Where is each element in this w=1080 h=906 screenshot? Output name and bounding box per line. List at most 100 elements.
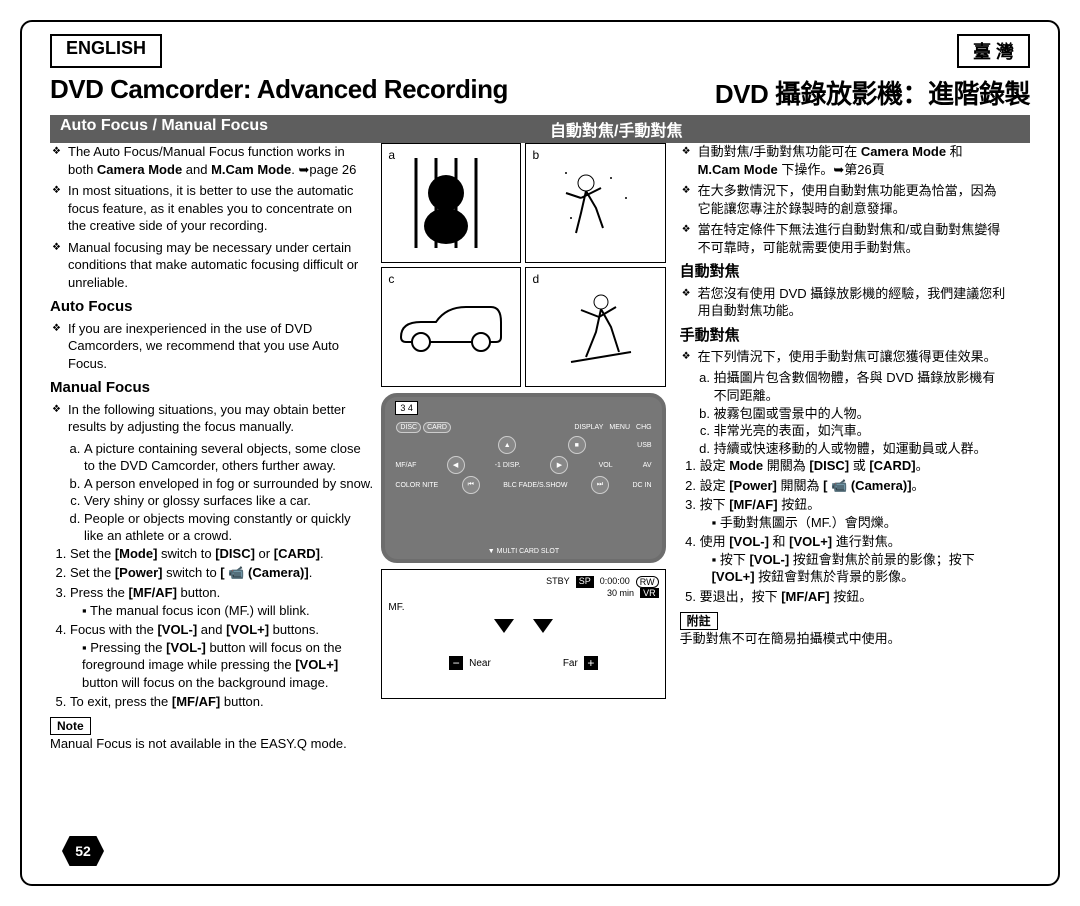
autofocus-bullet: 若您沒有使用 DVD 攝錄放影機的經驗，我們建議您利用自動對焦功能。 bbox=[698, 285, 1007, 320]
step: Set the [Power] switch to [ 📹 (Camera)]. bbox=[70, 564, 373, 582]
mf-scenario: People or objects moving constantly or q… bbox=[84, 510, 373, 545]
mf-scenario: A picture containing several objects, so… bbox=[84, 440, 373, 475]
intro-bullet: The Auto Focus/Manual Focus function wor… bbox=[68, 143, 373, 178]
display-label: DISPLAY bbox=[574, 424, 603, 431]
usb-label: USB bbox=[637, 442, 651, 449]
illustration-d: d bbox=[525, 267, 665, 387]
card-btn-icon: CARD bbox=[423, 422, 451, 433]
nav-btn-icon: ■ bbox=[568, 436, 586, 454]
intro-bullet: 自動對焦/手動對焦功能可在 Camera Mode 和 M.Cam Mode 下… bbox=[698, 143, 1007, 178]
section-bar: Auto Focus / Manual Focus 自動對焦/手動對焦 bbox=[50, 115, 1030, 143]
intro-bullet: In most situations, it is better to use … bbox=[68, 182, 373, 235]
nav-btn-icon: ▲ bbox=[498, 436, 516, 454]
manualfocus-list: In the following situations, you may obt… bbox=[50, 401, 373, 436]
mf-scenario: A person enveloped in fog or surrounded … bbox=[84, 475, 373, 493]
manual-page: ENGLISH 臺 灣 DVD Camcorder: Advanced Reco… bbox=[20, 20, 1060, 886]
near-label: Near bbox=[469, 658, 491, 669]
note-text-zh: 手動對焦不可在簡易拍攝模式中使用。 bbox=[680, 630, 1007, 648]
step-sub: Pressing the [VOL-] button will focus on… bbox=[82, 639, 373, 692]
far-label: Far bbox=[563, 658, 578, 669]
language-bar: ENGLISH 臺 灣 bbox=[50, 34, 1030, 68]
mf-indicator: MF. bbox=[388, 602, 658, 613]
plus-icon: + bbox=[584, 656, 598, 670]
manualfocus-heading-zh: 手動對焦 bbox=[680, 326, 1007, 346]
step-sub: The manual focus icon (MF.) will blink. bbox=[82, 602, 373, 620]
lang-chinese: 臺 灣 bbox=[957, 34, 1030, 68]
intro-bullet: 當在特定條件下無法進行自動對焦和/或自動對焦變得不可靠時，可能就需要使用手動對焦… bbox=[698, 221, 1007, 256]
mf-scenario: 拍攝圖片包含數個物體，各與 DVD 攝錄放影機有不同距離。 bbox=[714, 369, 1007, 404]
intro-bullet: Manual focusing may be necessary under c… bbox=[68, 239, 373, 292]
min-indicator: 30 min bbox=[607, 588, 634, 598]
step: 使用 [VOL-] 和 [VOL+] 進行對焦。 按下 [VOL-] 按鈕會對焦… bbox=[700, 533, 1007, 586]
chinese-steps: 設定 Mode 開關為 [DISC] 或 [CARD]。 設定 [Power] … bbox=[680, 457, 1007, 605]
vol-label: VOL bbox=[599, 462, 613, 469]
panel-number-box: 3 4 bbox=[395, 401, 418, 415]
english-column: The Auto Focus/Manual Focus function wor… bbox=[50, 143, 373, 856]
manualfocus-bullet: 在下列情況下，使用手動對焦可讓您獲得更佳效果。 bbox=[698, 348, 1007, 366]
nav-btn-icon: ⏭ bbox=[591, 476, 609, 494]
manualfocus-abcd-zh: 拍攝圖片包含數個物體，各與 DVD 攝錄放影機有不同距離。 被霧包圍或雪景中的人… bbox=[680, 369, 1007, 457]
arrow-icon bbox=[533, 619, 553, 633]
illustration-column: a b c d 3 4 DISC bbox=[381, 143, 665, 856]
illustration-b: b bbox=[525, 143, 665, 263]
time-indicator: 0:00:00 bbox=[600, 576, 630, 588]
title-english: DVD Camcorder: Advanced Recording bbox=[50, 74, 508, 111]
note-label: Note bbox=[50, 717, 91, 735]
section-heading-english: Auto Focus / Manual Focus bbox=[50, 115, 540, 143]
lcd-display: STBY SP 0:00:00 RW 30 min VR MF. − Near bbox=[381, 569, 665, 699]
step: 按下 [MF/AF] 按鈕。 手動對焦圖示（MF.）會閃爍。 bbox=[700, 496, 1007, 531]
step: 設定 [Power] 開關為 [ 📹 (Camera)]。 bbox=[700, 477, 1007, 495]
colornite-label: COLOR NITE bbox=[395, 482, 438, 489]
camcorder-panel: 3 4 DISC CARD DISPLAY MENU CHG ▲ ■ USB M… bbox=[381, 393, 665, 563]
title-chinese: DVD 攝錄放影機：進階錄製 bbox=[715, 74, 1030, 111]
step: 要退出，按下 [MF/AF] 按鈕。 bbox=[700, 588, 1007, 606]
arrow-icon bbox=[494, 619, 514, 633]
minus-icon: − bbox=[449, 656, 463, 670]
autofocus-bullet: If you are inexperienced in the use of D… bbox=[68, 320, 373, 373]
chg-label: CHG bbox=[636, 424, 652, 431]
step: Set the [Mode] switch to [DISC] or [CARD… bbox=[70, 545, 373, 563]
manualfocus-list-zh: 在下列情況下，使用手動對焦可讓您獲得更佳效果。 bbox=[680, 348, 1007, 366]
disc-btn-icon: DISC bbox=[396, 422, 421, 433]
mf-scenario: 被霧包圍或雪景中的人物。 bbox=[714, 405, 1007, 423]
rw-indicator: RW bbox=[636, 576, 659, 588]
multicard-label: ▼ MULTI CARD SLOT bbox=[385, 548, 661, 555]
mf-scenario: 持續或快速移動的人或物體，如運動員或人群。 bbox=[714, 440, 1007, 458]
mfaf-label: MF/AF bbox=[395, 462, 416, 469]
illustration-grid: a b c d bbox=[381, 143, 665, 387]
illustration-a: a bbox=[381, 143, 521, 263]
autofocus-list-zh: 若您沒有使用 DVD 攝錄放影機的經驗，我們建議您利用自動對焦功能。 bbox=[680, 285, 1007, 320]
nav-btn-icon: ▶ bbox=[550, 456, 568, 474]
manualfocus-abcd: A picture containing several objects, so… bbox=[50, 440, 373, 545]
step: Press the [MF/AF] button. The manual foc… bbox=[70, 584, 373, 619]
content-columns: The Auto Focus/Manual Focus function wor… bbox=[50, 143, 1030, 856]
nav-btn-icon: ◀ bbox=[447, 456, 465, 474]
autofocus-heading: Auto Focus bbox=[50, 297, 373, 317]
manualfocus-heading: Manual Focus bbox=[50, 378, 373, 398]
autofocus-heading-zh: 自動對焦 bbox=[680, 262, 1007, 282]
av-label: AV bbox=[643, 462, 652, 469]
vr-indicator: VR bbox=[640, 588, 659, 598]
nav-btn-icon: ⏮ bbox=[462, 476, 480, 494]
step-sub: 手動對焦圖示（MF.）會閃爍。 bbox=[712, 514, 1007, 532]
chinese-column: 自動對焦/手動對焦功能可在 Camera Mode 和 M.Cam Mode 下… bbox=[674, 143, 1007, 856]
section-heading-chinese: 自動對焦/手動對焦 bbox=[540, 115, 1030, 143]
title-row: DVD Camcorder: Advanced Recording DVD 攝錄… bbox=[50, 74, 1030, 111]
step: Focus with the [VOL-] and [VOL+] buttons… bbox=[70, 621, 373, 691]
manualfocus-bullet: In the following situations, you may obt… bbox=[68, 401, 373, 436]
autofocus-list: If you are inexperienced in the use of D… bbox=[50, 320, 373, 373]
page-number: 52 bbox=[62, 836, 104, 866]
mf-scenario: 非常光亮的表面，如汽車。 bbox=[714, 422, 1007, 440]
disp-label: -1 DISP. bbox=[495, 462, 521, 469]
menu-label: MENU bbox=[609, 424, 630, 431]
note-text: Manual Focus is not available in the EAS… bbox=[50, 735, 373, 753]
blc-label: BLC FADE/S.SHOW bbox=[503, 482, 567, 489]
english-intro-list: The Auto Focus/Manual Focus function wor… bbox=[50, 143, 373, 291]
sp-indicator: SP bbox=[576, 576, 594, 588]
mf-scenario: Very shiny or glossy surfaces like a car… bbox=[84, 492, 373, 510]
english-steps: Set the [Mode] switch to [DISC] or [CARD… bbox=[50, 545, 373, 711]
stby-indicator: STBY bbox=[546, 576, 570, 588]
note-label-zh: 附註 bbox=[680, 612, 718, 630]
step: To exit, press the [MF/AF] button. bbox=[70, 693, 373, 711]
intro-bullet: 在大多數情況下，使用自動對焦功能更為恰當，因為它能讓您專注於錄製時的創意發揮。 bbox=[698, 182, 1007, 217]
